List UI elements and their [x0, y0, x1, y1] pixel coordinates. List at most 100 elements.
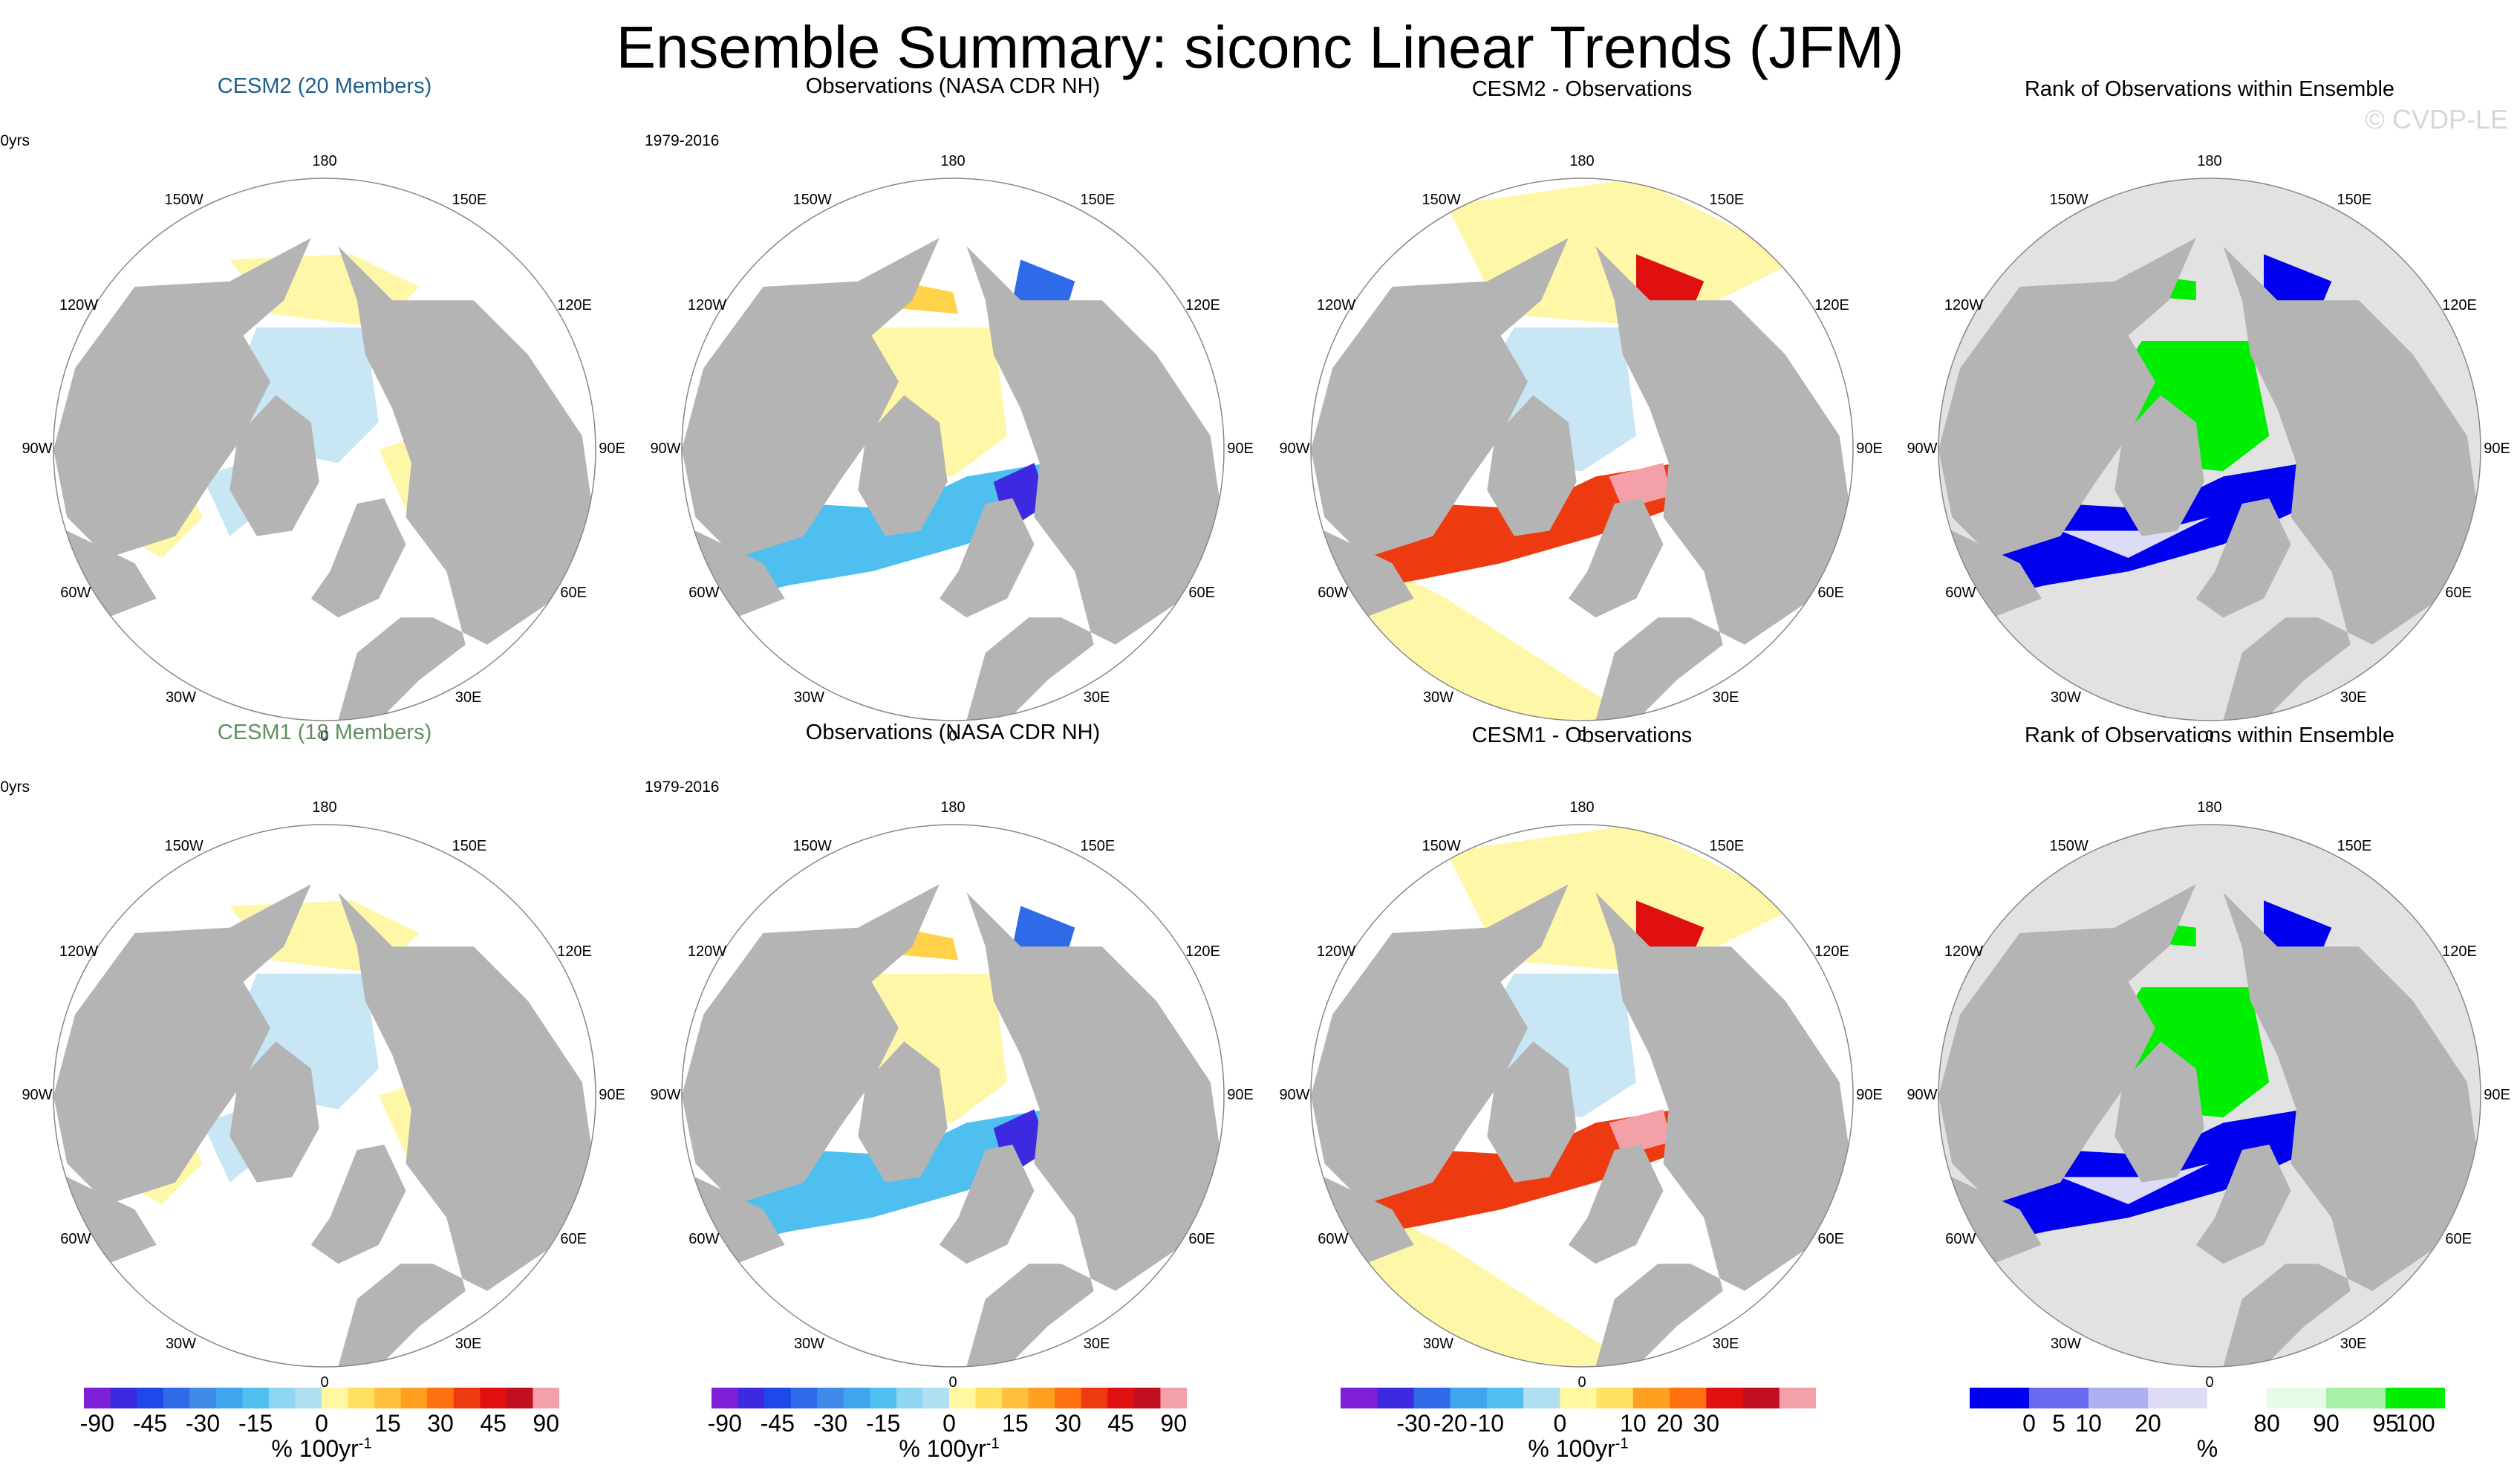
longitude-label: 90W — [650, 1087, 681, 1103]
longitude-label: 30E — [1712, 689, 1739, 706]
land-mass — [53, 884, 311, 1204]
panel-title: CESM1 - Observations — [1471, 724, 1693, 747]
sea-ice-region — [2264, 254, 2332, 314]
longitude-label: 90W — [1279, 1087, 1310, 1103]
longitude-label: 90E — [1227, 1087, 1254, 1103]
colorbar-swatch — [322, 1388, 349, 1408]
longitude-label: 150W — [1422, 837, 1461, 854]
longitude-label: 120E — [1185, 296, 1220, 313]
longitude-label: 30W — [1422, 689, 1454, 706]
land-mass — [966, 892, 1224, 1367]
longitude-label: 60W — [60, 1230, 91, 1247]
longitude-label: 120E — [2442, 296, 2477, 313]
colorbar-swatch — [480, 1388, 507, 1408]
colorbar-swatch — [2386, 1388, 2445, 1408]
longitude-label: 150E — [2337, 837, 2372, 854]
panel-title: Rank of Observations within Ensemble — [2024, 724, 2395, 747]
colorbar-swatch — [817, 1388, 844, 1408]
colorbar-swatch — [922, 1388, 950, 1408]
colorbar-tick-label: 10 — [1620, 1410, 1647, 1437]
land-mass — [338, 246, 596, 721]
land-mass — [59, 1177, 157, 1264]
land-mass — [1487, 1041, 1577, 1183]
map-border — [1938, 178, 2481, 721]
colorbar — [712, 1388, 1187, 1408]
colorbar-swatch — [738, 1388, 765, 1408]
colorbar — [84, 1388, 559, 1408]
colorbar-tick-label: 95 — [2372, 1410, 2399, 1437]
land-mass — [1446, 1009, 1506, 1074]
panel-title: Observations (NASA CDR NH) — [805, 721, 1101, 744]
longitude-label: 150W — [792, 837, 832, 854]
colorbar-swatch — [764, 1388, 792, 1408]
longitude-label: 150E — [1080, 837, 1116, 854]
colorbar-unit-label: % — [2196, 1435, 2218, 1462]
colorbar-tick-label: 0 — [315, 1410, 328, 1437]
colorbar-swatch — [1670, 1388, 1707, 1408]
longitude-label: 90W — [22, 441, 53, 457]
land-mass — [2074, 363, 2134, 428]
colorbar-tick-label: -30 — [1396, 1410, 1431, 1437]
longitude-label: 90W — [1907, 1087, 1938, 1103]
colorbar-swatch — [533, 1388, 559, 1408]
colorbar-unit-label: % 100yr-1 — [271, 1435, 372, 1462]
longitude-label: 60E — [1817, 1230, 1844, 1247]
colorbar-swatch — [189, 1388, 217, 1408]
longitude-label: 0 — [1578, 728, 1586, 744]
land-mass — [189, 1009, 249, 1074]
longitude-label: 180 — [940, 153, 966, 169]
land-mass — [687, 1177, 785, 1264]
polar-map — [1938, 178, 2481, 721]
colorbar-swatch — [1632, 1388, 1670, 1408]
longitude-label: 30E — [455, 1336, 482, 1353]
land-mass — [687, 530, 785, 618]
colorbar-swatch — [2088, 1388, 2149, 1408]
colorbar-tick-label: 20 — [1656, 1410, 1683, 1437]
longitude-label: 30E — [455, 689, 482, 706]
land-mass — [1944, 1177, 2042, 1264]
colorbar-unit-label: % 100yr-1 — [899, 1435, 1000, 1462]
colorbar-tick-label: -10 — [1469, 1410, 1505, 1437]
longitude-label: 60E — [1188, 584, 1215, 601]
colorbar-swatch — [374, 1388, 402, 1408]
colorbar-swatch — [870, 1388, 897, 1408]
colorbar-swatch — [348, 1388, 375, 1408]
longitude-label: 60E — [560, 1230, 587, 1247]
colorbar-swatch — [1706, 1388, 1744, 1408]
polar-map — [53, 824, 596, 1368]
land-mass — [2195, 1144, 2291, 1264]
longitude-label: 150E — [1709, 191, 1745, 208]
colorbar-swatch — [790, 1388, 818, 1408]
longitude-label: 60W — [1318, 584, 1349, 601]
longitude-label: 180 — [312, 799, 337, 816]
longitude-label: 90W — [1907, 441, 1938, 457]
colorbar-swatch — [268, 1388, 296, 1408]
colorbar-tick-label: 90 — [533, 1410, 560, 1437]
polar-map — [1310, 178, 1854, 721]
colorbar-tick-label: -15 — [238, 1410, 273, 1437]
land-mass — [229, 395, 319, 536]
land-mass — [1316, 1177, 1414, 1264]
longitude-label: 120E — [557, 943, 592, 960]
colorbar-swatch — [163, 1388, 190, 1408]
colorbar-unit-label: % 100yr-1 — [1528, 1435, 1629, 1462]
land-mass — [1568, 1144, 1664, 1264]
colorbar-swatch — [2326, 1388, 2386, 1408]
longitude-label: 0 — [2205, 728, 2214, 744]
colorbar-swatch — [712, 1388, 739, 1408]
colorbar-swatch — [2148, 1388, 2208, 1408]
longitude-label: 90E — [1856, 1087, 1883, 1103]
longitude-label: 120W — [1316, 943, 1356, 960]
longitude-label: 150W — [2049, 191, 2088, 208]
sea-ice-region — [2264, 900, 2332, 961]
longitude-label: 120E — [1185, 943, 1220, 960]
land-mass — [2223, 892, 2481, 1367]
longitude-label: 60W — [688, 1230, 720, 1247]
colorbar-swatch — [1779, 1388, 1816, 1408]
colorbar-tick-label: -30 — [813, 1410, 848, 1437]
longitude-label: 60W — [1945, 584, 1976, 601]
longitude-label: 150E — [452, 837, 487, 854]
longitude-label: 60W — [60, 584, 91, 601]
longitude-label: 150E — [1080, 191, 1116, 208]
colorbar-swatch — [1596, 1388, 1634, 1408]
